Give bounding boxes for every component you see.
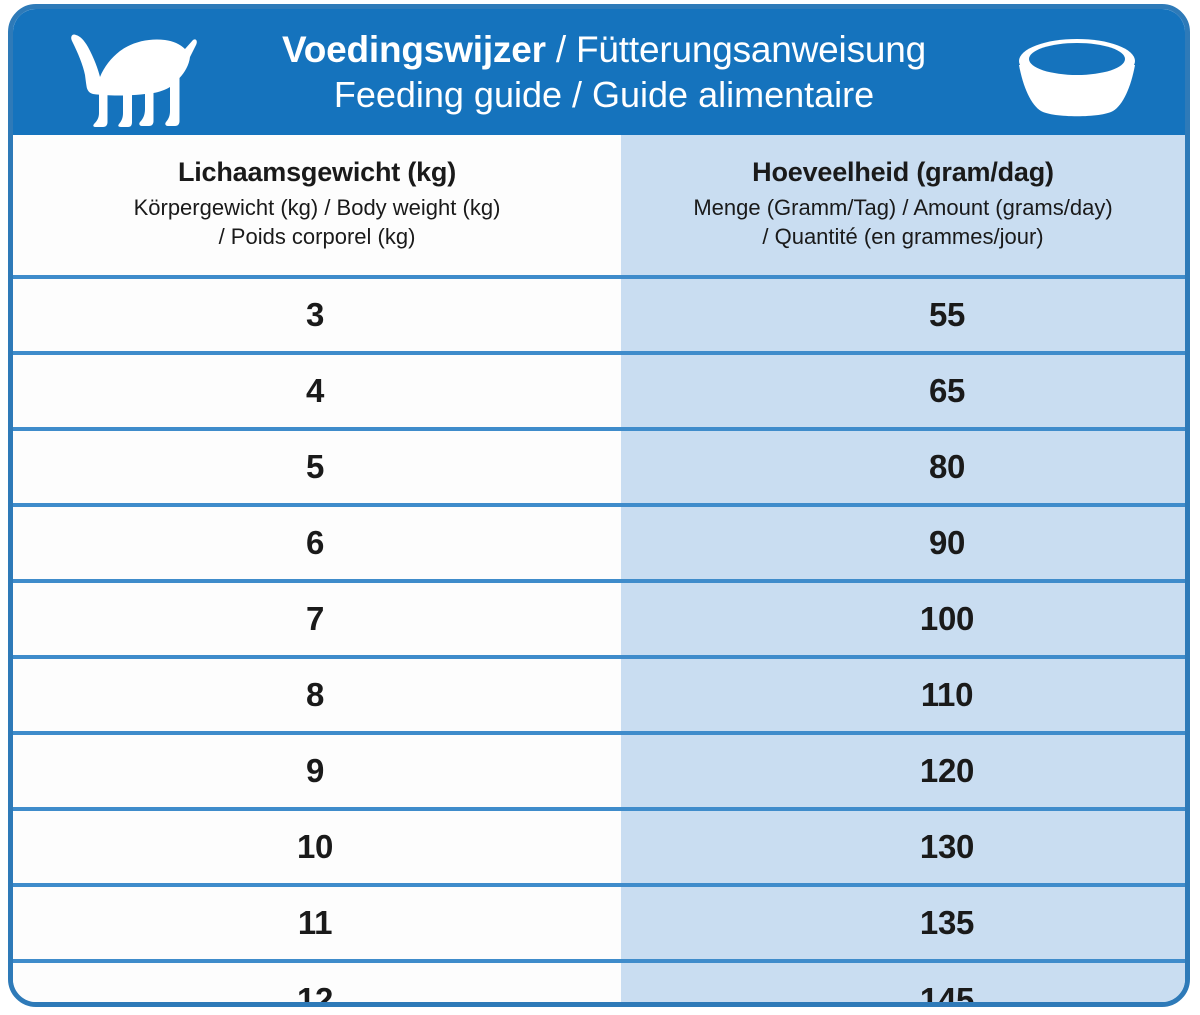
amount-value: 65 (928, 372, 966, 409)
body-weight-value: 10 (296, 828, 334, 865)
column-header-amount-sub-1: Menge (Gramm/Tag) / Amount (grams/day) (693, 194, 1113, 220)
cell-body-weight: 10 (13, 811, 621, 883)
cell-amount: 145 (621, 963, 1185, 1007)
cell-amount: 110 (621, 659, 1185, 731)
amount-value: 90 (928, 524, 966, 561)
amount-value: 135 (919, 904, 975, 941)
cell-body-weight: 7 (13, 583, 621, 655)
title-de: Fütterungsanweisung (576, 29, 927, 71)
body-weight-value: 5 (305, 448, 325, 485)
table-row: 9 120 (13, 731, 1185, 807)
amount-value: 55 (928, 296, 966, 333)
cell-amount: 120 (621, 735, 1185, 807)
body-weight-value: 12 (296, 981, 334, 1007)
body-weight-value: 4 (305, 372, 325, 409)
cell-amount: 135 (621, 887, 1185, 959)
amount-value: 145 (919, 981, 975, 1007)
table-row: 12 145 (13, 959, 1185, 1007)
column-header-amount-main: Hoeveelheid (gram/dag) (752, 156, 1054, 187)
body-weight-value: 9 (305, 752, 325, 789)
column-header-body-weight: Lichaamsgewicht (kg) Körpergewicht (kg) … (13, 135, 621, 275)
table-row: 4 65 (13, 351, 1185, 427)
body-weight-value: 11 (297, 904, 333, 941)
table-row: 11 135 (13, 883, 1185, 959)
amount-value: 110 (920, 676, 974, 713)
amount-value: 120 (919, 752, 975, 789)
cell-amount: 100 (621, 583, 1185, 655)
cell-body-weight: 8 (13, 659, 621, 731)
header-title-line-2: Feeding guide / Guide alimentaire (333, 73, 875, 115)
cell-amount: 65 (621, 355, 1185, 427)
cell-body-weight: 4 (13, 355, 621, 427)
cell-body-weight: 5 (13, 431, 621, 503)
cell-body-weight: 3 (13, 279, 621, 351)
table-row: 7 100 (13, 579, 1185, 655)
body-weight-value: 7 (305, 600, 325, 637)
body-weight-value: 6 (305, 524, 325, 561)
column-header-amount: Hoeveelheid (gram/dag) Menge (Gramm/Tag)… (621, 135, 1185, 275)
title-separator: / (545, 29, 577, 71)
amount-value: 100 (919, 600, 975, 637)
cat-icon (37, 23, 217, 127)
header-title-block: Voedingswijzer / Fütterungsanweisung Fee… (262, 29, 936, 115)
header-title-line-1: Voedingswijzer / Fütterungsanweisung (281, 29, 927, 71)
cell-amount: 55 (621, 279, 1185, 351)
table-row: 8 110 (13, 655, 1185, 731)
body-weight-value: 8 (305, 676, 325, 713)
table-row: 5 80 (13, 427, 1185, 503)
cell-body-weight: 11 (13, 887, 621, 959)
cell-amount: 130 (621, 811, 1185, 883)
column-header-amount-sub-2: / Quantité (en grammes/jour) (762, 224, 1044, 249)
column-header-body-weight-sub-1: Körpergewicht (kg) / Body weight (kg) (133, 194, 501, 220)
feeding-guide-header: Voedingswijzer / Fütterungsanweisung Fee… (13, 9, 1185, 135)
cell-body-weight: 6 (13, 507, 621, 579)
amount-value: 130 (919, 828, 975, 865)
cell-body-weight: 9 (13, 735, 621, 807)
cell-amount: 90 (621, 507, 1185, 579)
feeding-guide-table: Lichaamsgewicht (kg) Körpergewicht (kg) … (13, 135, 1185, 1007)
feeding-guide-card: Voedingswijzer / Fütterungsanweisung Fee… (8, 4, 1190, 1007)
cell-body-weight: 12 (13, 963, 621, 1007)
table-header-row: Lichaamsgewicht (kg) Körpergewicht (kg) … (13, 135, 1185, 275)
table-row: 3 55 (13, 275, 1185, 351)
amount-value: 80 (928, 448, 966, 485)
title-nl: Voedingswijzer (281, 29, 546, 71)
column-header-body-weight-main: Lichaamsgewicht (kg) (177, 156, 457, 187)
cell-amount: 80 (621, 431, 1185, 503)
column-header-body-weight-sub-2: / Poids corporel (kg) (218, 224, 416, 249)
food-bowl-icon (997, 29, 1157, 121)
body-weight-value: 3 (305, 296, 325, 333)
table-row: 10 130 (13, 807, 1185, 883)
table-row: 6 90 (13, 503, 1185, 579)
